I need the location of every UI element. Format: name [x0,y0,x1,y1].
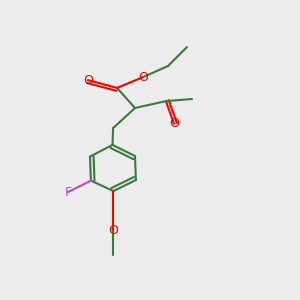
Text: O: O [169,117,179,130]
Text: F: F [64,185,72,199]
Text: O: O [138,70,148,84]
Text: O: O [109,224,118,238]
Text: O: O [83,74,93,87]
